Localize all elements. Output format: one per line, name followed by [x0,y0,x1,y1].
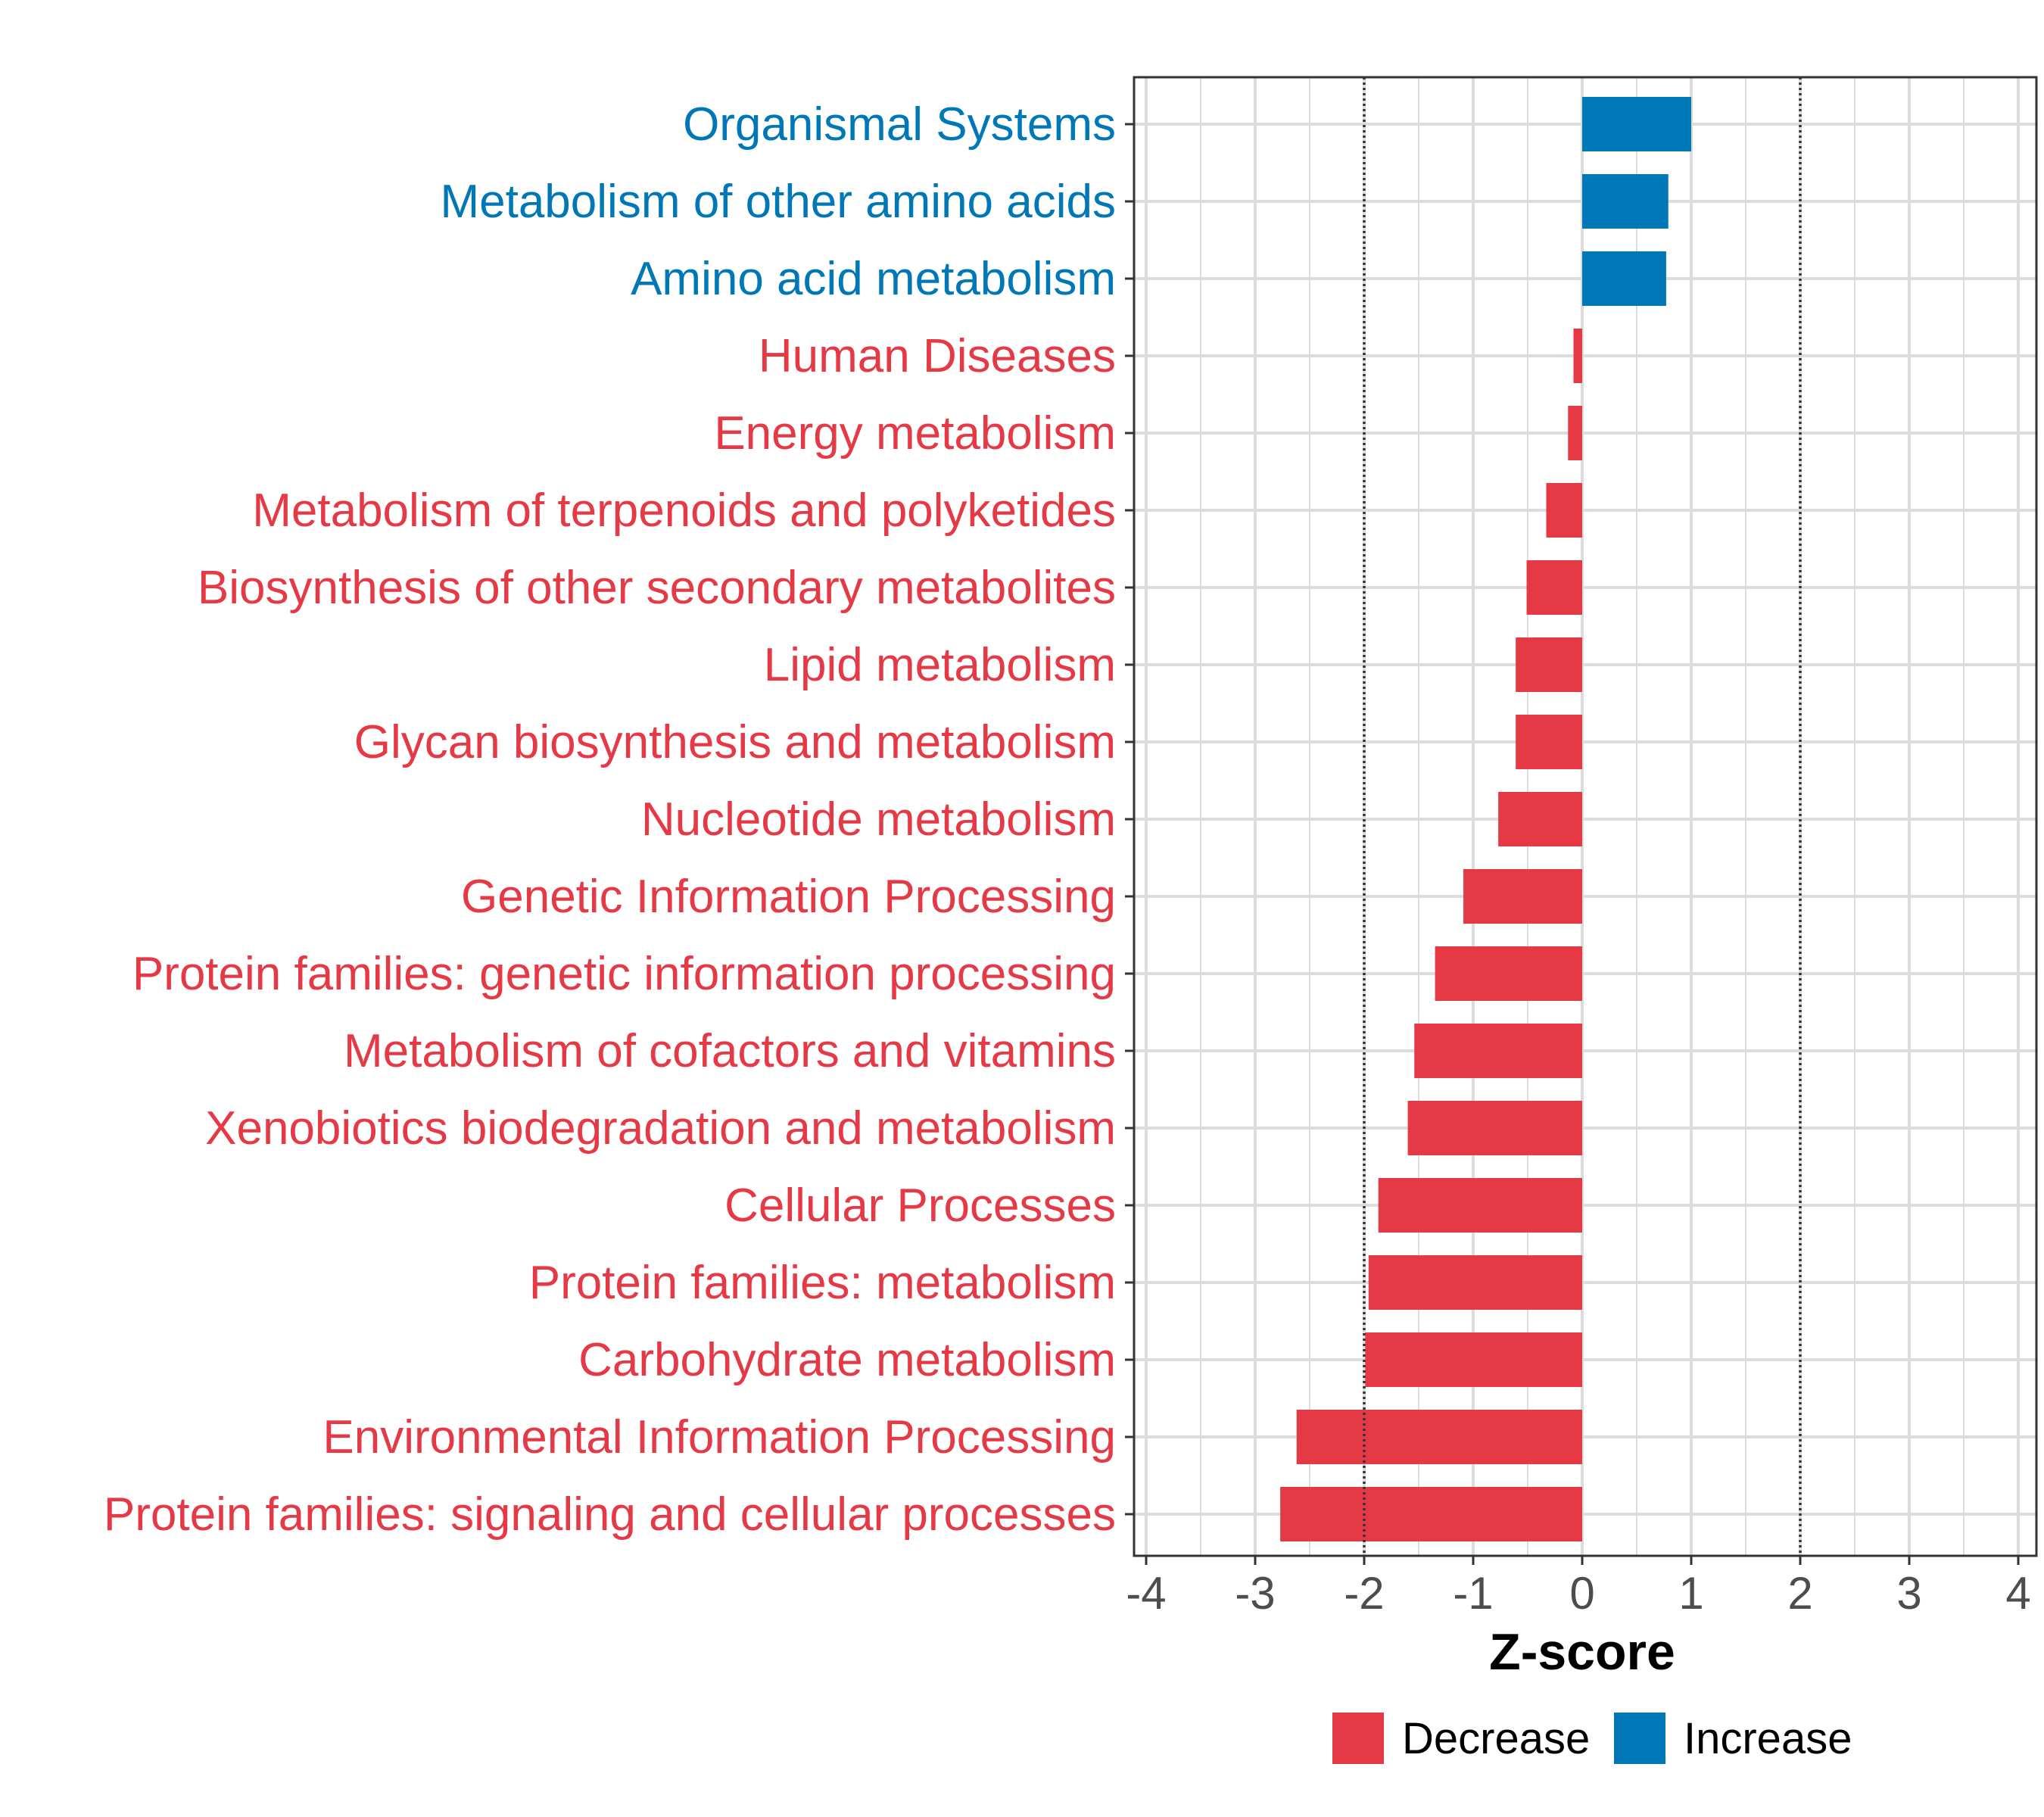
bar [1407,1101,1582,1155]
bar [1568,406,1582,460]
bars [1280,97,1691,1541]
category-label: Human Diseases [759,330,1116,382]
bar [1368,1255,1582,1310]
category-label: Xenobiotics biodegradation and metabolis… [205,1102,1116,1155]
x-tick-label: 4 [2005,1568,2030,1619]
x-tick-label: 2 [1787,1568,1812,1619]
bar [1463,869,1582,924]
category-label: Lipid metabolism [764,639,1116,691]
category-label: Protein families: signaling and cellular… [104,1488,1116,1541]
legend-swatch [1614,1713,1665,1764]
x-axis: -4 -3 -2 -1 0 1 2 3 4 [1126,1556,2031,1619]
x-tick-label: -2 [1344,1568,1384,1619]
bar [1378,1178,1582,1233]
bar [1365,1332,1582,1387]
category-label: Cellular Processes [724,1180,1116,1232]
bar [1280,1487,1582,1541]
plot-panel-border [1133,76,2038,1557]
x-tick-label: -1 [1453,1568,1493,1619]
category-label: Amino acid metabolism [631,253,1116,305]
x-axis-title: Z-score [1489,1623,1675,1681]
legend-label: Increase [1684,1714,1852,1763]
bar [1435,946,1582,1001]
bar [1573,329,1582,383]
bar [1516,637,1582,692]
bar [1414,1024,1582,1078]
category-label: Carbohydrate metabolism [578,1334,1116,1386]
x-tick-label: -4 [1126,1568,1166,1619]
x-tick-label: -3 [1235,1568,1275,1619]
bar [1498,792,1582,846]
legend-label: Decrease [1402,1714,1590,1763]
y-axis: Organismal Systems Metabolism of other am… [104,98,1134,1541]
category-label: Organismal Systems [683,98,1116,151]
grid [1134,77,2036,1556]
bar [1526,560,1582,615]
category-label: Metabolism of cofactors and vitamins [344,1025,1116,1077]
x-tick-label: 3 [1896,1568,1921,1619]
bar [1516,715,1582,769]
category-label: Biosynthesis of other secondary metaboli… [198,562,1116,614]
x-tick-label: 0 [1569,1568,1594,1619]
bar [1296,1410,1582,1464]
category-label: Energy metabolism [714,407,1116,460]
legend: Decrease Increase [1332,1713,1852,1764]
bar [1582,97,1691,151]
category-label: Metabolism of terpenoids and polyketides [252,485,1116,537]
bar [1546,483,1582,538]
category-label: Nucleotide metabolism [641,793,1116,846]
category-label: Protein families: genetic information pr… [132,948,1116,1000]
category-label: Metabolism of other amino acids [440,176,1116,228]
category-label: Environmental Information Processing [322,1411,1116,1463]
category-label: Protein families: metabolism [529,1257,1116,1309]
legend-swatch [1332,1713,1384,1764]
category-label: Glycan biosynthesis and metabolism [354,716,1116,768]
category-label: Genetic Information Processing [461,871,1116,923]
x-tick-label: 1 [1678,1568,1703,1619]
bar [1582,251,1666,306]
bar [1582,174,1669,229]
